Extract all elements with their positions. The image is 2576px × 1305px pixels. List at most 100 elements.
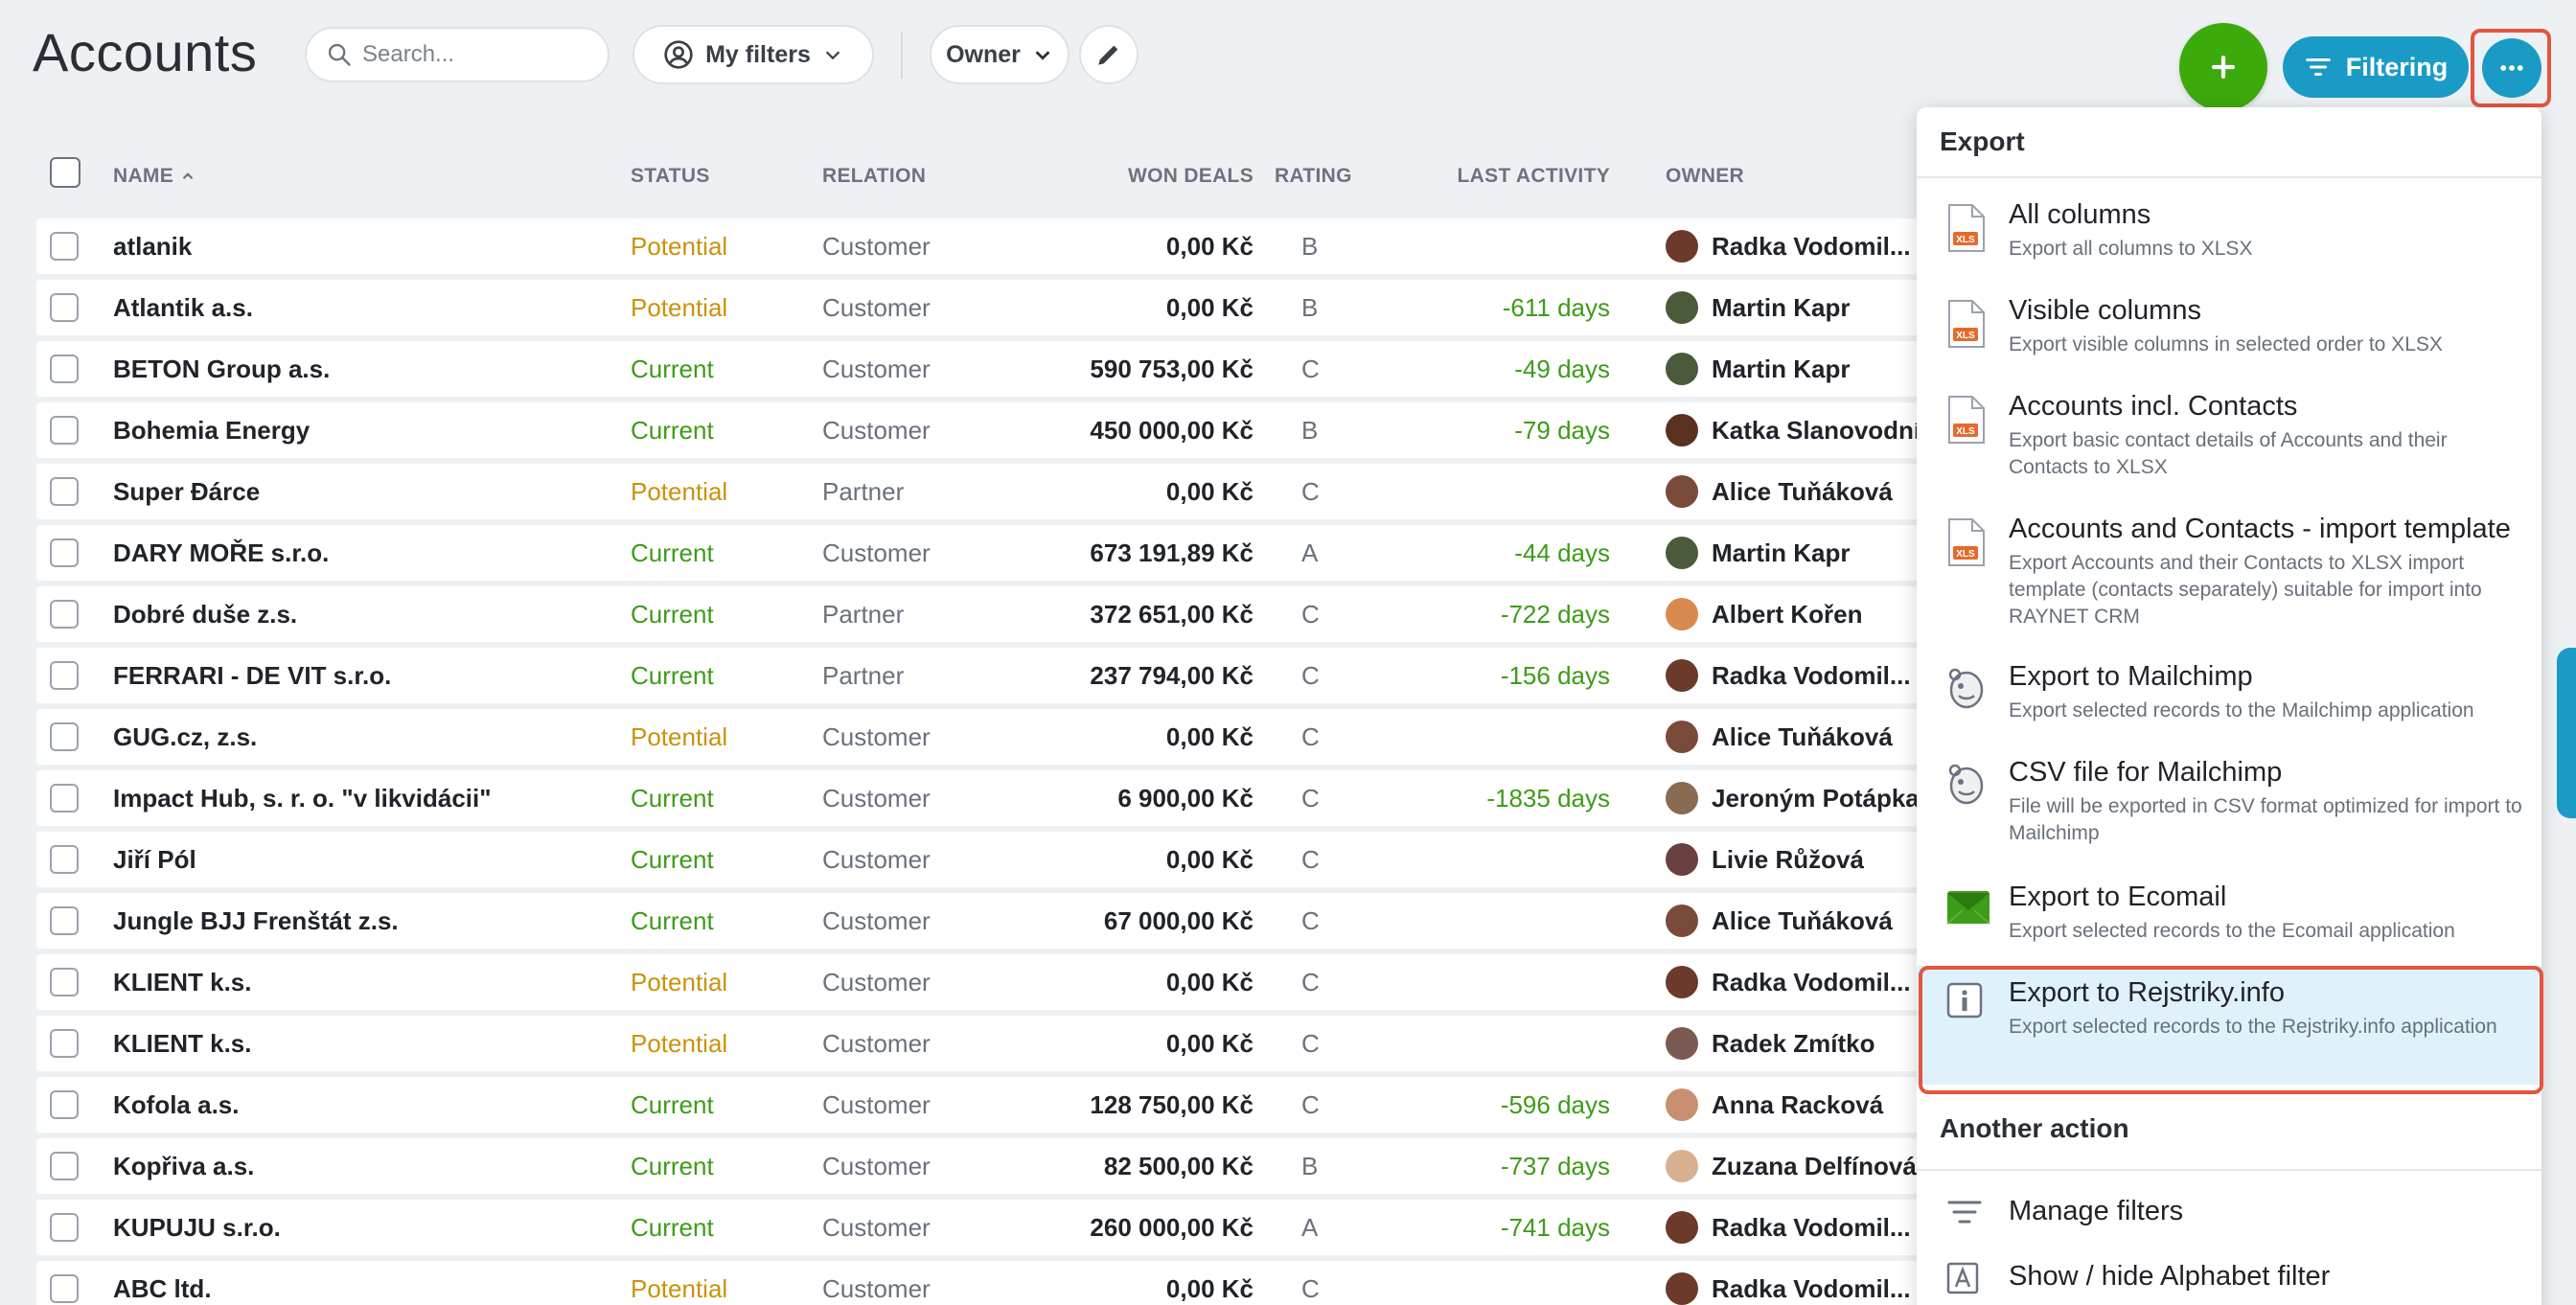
owner-cell[interactable]: Martin Kapr bbox=[1666, 280, 1850, 335]
column-status[interactable]: STATUS bbox=[631, 165, 710, 187]
row-checkbox[interactable] bbox=[50, 1090, 79, 1119]
account-name[interactable]: KLIENT k.s. bbox=[113, 1028, 252, 1058]
owner-cell[interactable]: Alice Tuňáková bbox=[1666, 464, 1893, 519]
table-row[interactable]: ABC ltd. Potential Customer 0,00 Kč C Ra… bbox=[36, 1261, 1924, 1305]
owner-cell[interactable]: Livie Růžová bbox=[1666, 832, 1864, 887]
table-row[interactable]: Atlantik a.s. Potential Customer 0,00 Kč… bbox=[36, 280, 1924, 335]
export-item-all-columns[interactable]: XLS All columns Export all columns to XL… bbox=[1917, 199, 2542, 291]
owner-cell[interactable]: Martin Kapr bbox=[1666, 525, 1850, 581]
search-input[interactable] bbox=[362, 41, 592, 68]
export-item-accounts-incl-contacts[interactable]: XLS Accounts incl. Contacts Export basic… bbox=[1917, 391, 2542, 483]
row-checkbox[interactable] bbox=[50, 722, 79, 751]
owner-cell[interactable]: Radek Zmítko bbox=[1666, 1016, 1875, 1071]
row-checkbox[interactable] bbox=[50, 600, 79, 629]
row-checkbox[interactable] bbox=[50, 538, 79, 567]
row-checkbox[interactable] bbox=[50, 1213, 79, 1242]
account-name[interactable]: DARY MOŘE s.r.o. bbox=[113, 538, 330, 567]
export-item-accounts-and-contacts-import-template[interactable]: XLS Accounts and Contacts - import templ… bbox=[1917, 514, 2542, 628]
row-checkbox[interactable] bbox=[50, 477, 79, 506]
account-name[interactable]: Atlantik a.s. bbox=[113, 292, 253, 322]
account-name[interactable]: Dobré duše z.s. bbox=[113, 599, 298, 629]
export-item-visible-columns[interactable]: XLS Visible columns Export visible colum… bbox=[1917, 295, 2542, 387]
column-last-activity[interactable]: LAST ACTIVITY bbox=[1457, 165, 1610, 187]
table-row[interactable]: BETON Group a.s. Current Customer 590 75… bbox=[36, 341, 1924, 397]
search-box[interactable] bbox=[305, 27, 610, 82]
column-name[interactable]: NAME bbox=[113, 165, 196, 188]
row-checkbox[interactable] bbox=[50, 293, 79, 322]
row-checkbox[interactable] bbox=[50, 845, 79, 874]
account-name[interactable]: atlanik bbox=[113, 231, 193, 261]
row-checkbox[interactable] bbox=[50, 232, 79, 261]
more-button[interactable] bbox=[2482, 38, 2542, 98]
account-name[interactable]: Bohemia Energy bbox=[113, 415, 310, 445]
table-row[interactable]: Jiří Pól Current Customer 0,00 Kč C Livi… bbox=[36, 832, 1924, 887]
table-row[interactable]: GUG.cz, z.s. Potential Customer 0,00 Kč … bbox=[36, 709, 1924, 765]
row-checkbox[interactable] bbox=[50, 784, 79, 813]
edit-button[interactable] bbox=[1079, 25, 1138, 84]
table-row[interactable]: Bohemia Energy Current Customer 450 000,… bbox=[36, 402, 1924, 458]
owner-cell[interactable]: Radka Vodomil... bbox=[1666, 648, 1911, 703]
side-panel-tab[interactable] bbox=[2557, 648, 2576, 818]
table-row[interactable]: KLIENT k.s. Potential Customer 0,00 Kč C… bbox=[36, 1016, 1924, 1071]
export-item-export-to-ecomail[interactable]: Export to Ecomail Export selected record… bbox=[1917, 881, 2542, 973]
export-item-export-to-mailchimp[interactable]: Export to Mailchimp Export selected reco… bbox=[1917, 661, 2542, 753]
owner-cell[interactable]: Radka Vodomil... bbox=[1666, 1200, 1911, 1255]
account-name[interactable]: Jiří Pól bbox=[113, 844, 196, 874]
my-filters-button[interactable]: My filters bbox=[632, 25, 874, 84]
owner-cell[interactable]: Jeroným Potápka bbox=[1666, 770, 1920, 826]
owner-cell[interactable]: Zuzana Delfínová bbox=[1666, 1138, 1917, 1194]
row-checkbox[interactable] bbox=[50, 1274, 79, 1303]
row-checkbox[interactable] bbox=[50, 1029, 79, 1058]
owner-cell[interactable]: Alice Tuňáková bbox=[1666, 709, 1893, 765]
row-checkbox[interactable] bbox=[50, 968, 79, 996]
owner-cell[interactable]: Anna Racková bbox=[1666, 1077, 1883, 1133]
owner-cell[interactable]: Katka Slanovodní bbox=[1666, 402, 1920, 458]
account-name[interactable]: GUG.cz, z.s. bbox=[113, 721, 258, 751]
account-name[interactable]: FERRARI - DE VIT s.r.o. bbox=[113, 660, 392, 690]
table-row[interactable]: Super Ðárce Potential Partner 0,00 Kč C … bbox=[36, 464, 1924, 519]
export-item-csv-file-for-mailchimp[interactable]: CSV file for Mailchimp File will be expo… bbox=[1917, 757, 2542, 849]
table-row[interactable]: Impact Hub, s. r. o. "v likvidácii" Curr… bbox=[36, 770, 1924, 826]
table-row[interactable]: KLIENT k.s. Potential Customer 0,00 Kč C… bbox=[36, 954, 1924, 1010]
action-show-hide-alphabet-filter[interactable]: Show / hide Alphabet filter bbox=[1917, 1253, 2542, 1305]
column-relation[interactable]: RELATION bbox=[822, 165, 927, 187]
table-row[interactable]: DARY MOŘE s.r.o. Current Customer 673 19… bbox=[36, 525, 1924, 581]
row-checkbox[interactable] bbox=[50, 416, 79, 445]
table-row[interactable]: FERRARI - DE VIT s.r.o. Current Partner … bbox=[36, 648, 1924, 703]
table-row[interactable]: atlanik Potential Customer 0,00 Kč B Rad… bbox=[36, 218, 1924, 274]
account-name[interactable]: Impact Hub, s. r. o. "v likvidácii" bbox=[113, 783, 492, 813]
column-owner[interactable]: OWNER bbox=[1666, 165, 1744, 187]
owner-cell[interactable]: Radka Vodomil... bbox=[1666, 954, 1911, 1010]
owner-cell[interactable]: Albert Kořen bbox=[1666, 586, 1862, 642]
filtering-button[interactable]: Filtering bbox=[2283, 36, 2469, 98]
row-checkbox[interactable] bbox=[50, 355, 79, 383]
column-rating[interactable]: RATING bbox=[1275, 165, 1352, 187]
account-name[interactable]: Kopřiva a.s. bbox=[113, 1151, 255, 1180]
owner-cell[interactable]: Radka Vodomil... bbox=[1666, 218, 1911, 274]
export-item-export-to-rejstriky-info[interactable]: Export to Rejstriky.info Export selected… bbox=[1917, 966, 2542, 1085]
add-button[interactable] bbox=[2179, 23, 2267, 111]
table-row[interactable]: KUPUJU s.r.o. Current Customer 260 000,0… bbox=[36, 1200, 1924, 1255]
column-won-deals[interactable]: WON DEALS bbox=[1127, 165, 1254, 187]
rating-value: C bbox=[1301, 599, 1320, 629]
select-all-checkbox[interactable] bbox=[50, 157, 80, 188]
row-checkbox[interactable] bbox=[50, 661, 79, 690]
table-row[interactable]: Kopřiva a.s. Current Customer 82 500,00 … bbox=[36, 1138, 1924, 1194]
owner-cell[interactable]: Martin Kapr bbox=[1666, 341, 1850, 397]
account-name[interactable]: BETON Group a.s. bbox=[113, 354, 331, 383]
row-checkbox[interactable] bbox=[50, 1152, 79, 1180]
account-name[interactable]: KLIENT k.s. bbox=[113, 967, 252, 996]
account-name[interactable]: KUPUJU s.r.o. bbox=[113, 1212, 281, 1242]
account-name[interactable]: Kofola a.s. bbox=[113, 1089, 240, 1119]
account-name[interactable]: Jungle BJJ Frenštát z.s. bbox=[113, 905, 399, 935]
owner-cell[interactable]: Radka Vodomil... bbox=[1666, 1261, 1911, 1305]
owner-dropdown[interactable]: Owner bbox=[930, 25, 1070, 84]
action-manage-filters[interactable]: Manage filters bbox=[1917, 1188, 2542, 1242]
owner-cell[interactable]: Alice Tuňáková bbox=[1666, 893, 1893, 949]
row-checkbox[interactable] bbox=[50, 906, 79, 935]
account-name[interactable]: ABC ltd. bbox=[113, 1273, 212, 1303]
table-row[interactable]: Dobré duše z.s. Current Partner 372 651,… bbox=[36, 586, 1924, 642]
table-row[interactable]: Kofola a.s. Current Customer 128 750,00 … bbox=[36, 1077, 1924, 1133]
table-row[interactable]: Jungle BJJ Frenštát z.s. Current Custome… bbox=[36, 893, 1924, 949]
account-name[interactable]: Super Ðárce bbox=[113, 476, 261, 506]
